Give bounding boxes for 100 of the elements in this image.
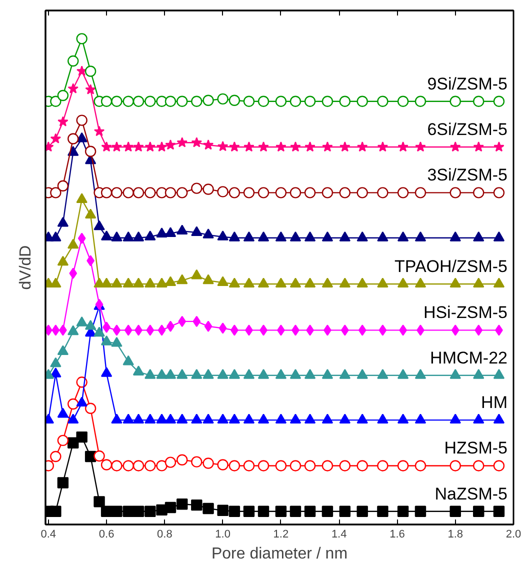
point bbox=[176, 498, 188, 510]
x-tick-label: 1.2 bbox=[273, 528, 289, 540]
point bbox=[94, 220, 105, 230]
point bbox=[132, 414, 144, 424]
point bbox=[450, 141, 461, 152]
point bbox=[304, 187, 316, 198]
point bbox=[339, 414, 351, 424]
point bbox=[414, 278, 426, 288]
point bbox=[132, 366, 144, 376]
point bbox=[176, 454, 188, 466]
series-label: 6Si/ZSM-5 bbox=[427, 120, 508, 140]
point bbox=[356, 187, 368, 198]
point bbox=[258, 96, 270, 107]
x-tick-label: 2.0 bbox=[506, 528, 522, 540]
point bbox=[493, 460, 505, 472]
point bbox=[228, 368, 240, 379]
point bbox=[94, 496, 105, 508]
point bbox=[122, 141, 134, 152]
x-axis-title: Pore diameter / nm bbox=[211, 546, 348, 562]
point bbox=[339, 96, 351, 107]
point bbox=[78, 232, 86, 244]
point bbox=[111, 231, 122, 242]
point bbox=[450, 187, 461, 198]
point bbox=[94, 126, 105, 136]
point bbox=[377, 187, 388, 198]
point bbox=[275, 460, 287, 472]
point bbox=[94, 450, 105, 462]
point bbox=[304, 506, 316, 517]
point bbox=[111, 278, 122, 288]
point bbox=[258, 231, 270, 242]
point bbox=[450, 231, 461, 242]
point bbox=[258, 278, 270, 288]
point bbox=[229, 141, 240, 152]
point bbox=[339, 506, 351, 517]
point bbox=[290, 231, 302, 242]
series-label: HSi-ZSM-5 bbox=[423, 303, 508, 322]
point bbox=[101, 141, 112, 152]
point bbox=[164, 414, 176, 424]
point bbox=[356, 231, 368, 242]
point bbox=[132, 231, 144, 242]
point bbox=[322, 460, 334, 472]
point bbox=[356, 368, 368, 379]
point bbox=[275, 506, 287, 517]
point bbox=[111, 96, 122, 107]
point bbox=[164, 227, 176, 237]
point bbox=[132, 96, 144, 107]
series-label: NaZSM-5 bbox=[434, 484, 508, 504]
point bbox=[202, 139, 214, 150]
point bbox=[68, 398, 79, 410]
point bbox=[164, 502, 176, 514]
point bbox=[304, 231, 316, 242]
point bbox=[493, 278, 505, 288]
point bbox=[164, 276, 176, 286]
point bbox=[50, 231, 62, 242]
point bbox=[290, 414, 302, 424]
point bbox=[304, 96, 316, 107]
point bbox=[397, 231, 409, 242]
point bbox=[275, 414, 287, 424]
point bbox=[176, 137, 188, 148]
point bbox=[58, 116, 68, 126]
point bbox=[84, 208, 96, 219]
point bbox=[144, 187, 156, 198]
point bbox=[414, 96, 426, 107]
series-label: HM bbox=[481, 393, 508, 412]
point bbox=[144, 230, 156, 240]
point bbox=[84, 320, 96, 330]
point bbox=[414, 231, 426, 242]
point bbox=[258, 187, 270, 198]
point bbox=[290, 141, 301, 152]
point bbox=[340, 324, 349, 336]
point bbox=[473, 141, 484, 152]
point bbox=[397, 506, 409, 517]
point bbox=[275, 187, 287, 198]
point bbox=[112, 324, 121, 336]
point bbox=[100, 187, 112, 198]
point bbox=[217, 459, 228, 470]
point bbox=[275, 231, 287, 242]
point bbox=[243, 506, 255, 517]
point bbox=[377, 141, 388, 152]
point bbox=[132, 460, 144, 472]
series-label: 3Si/ZSM-5 bbox=[427, 166, 508, 185]
point bbox=[356, 96, 368, 107]
point bbox=[322, 278, 334, 288]
point bbox=[304, 414, 316, 424]
point bbox=[57, 434, 69, 446]
x-tick-label: 1.6 bbox=[390, 528, 405, 540]
point bbox=[146, 324, 154, 336]
point bbox=[397, 368, 409, 379]
point bbox=[414, 368, 426, 379]
point bbox=[156, 228, 168, 238]
point bbox=[57, 216, 69, 227]
point bbox=[50, 96, 62, 107]
point bbox=[156, 368, 168, 379]
point bbox=[218, 322, 227, 334]
point bbox=[473, 460, 484, 472]
point bbox=[111, 414, 122, 424]
point bbox=[144, 141, 156, 152]
point bbox=[100, 230, 112, 240]
x-tick-label: 1.4 bbox=[331, 528, 347, 540]
point bbox=[76, 33, 88, 44]
